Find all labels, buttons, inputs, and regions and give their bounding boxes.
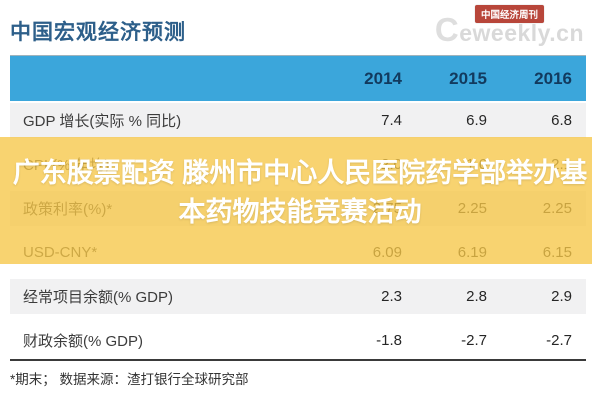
column-year-2015: 2015 (449, 68, 487, 88)
table-row: 财政余额(% GDP) -1.8 -2.7 -2.7 (10, 323, 586, 358)
column-year-2014: 2014 (364, 68, 402, 88)
cell-value: 2.9 (551, 288, 572, 305)
ceweekly-logo-rest: eweekly.cn (459, 20, 584, 46)
page-title: 中国宏观经济预测 (10, 21, 186, 44)
cell-value: -1.8 (376, 332, 402, 349)
row-label: 经常项目余额(% GDP) (23, 289, 174, 306)
row-label: 财政余额(% GDP) (23, 333, 144, 350)
table-row: 经常项目余额(% GDP) 2.3 2.8 2.9 (10, 279, 586, 314)
ceweekly-logo: Ceweekly.cn 中国经济周刊 (418, 2, 588, 48)
seo-overlay-line-2: 本药物技能竞赛活动 (178, 197, 422, 227)
row-label: GDP 增长(实际 % 同比) (23, 113, 182, 130)
seo-overlay-line-1: 广东股票配资 滕州市中心人民医院药学部举办基 (12, 158, 588, 188)
cell-value: 6.9 (466, 112, 487, 129)
cell-value: 2.3 (381, 288, 402, 305)
column-year-2016: 2016 (534, 68, 572, 88)
cell-value: 2.8 (466, 288, 487, 305)
ceweekly-logo-letter-c: C (434, 11, 460, 48)
footer-rule (10, 359, 586, 361)
china-economic-weekly-badge: 中国经济周刊 (474, 5, 544, 23)
yellow-highlight-overlay (0, 137, 592, 264)
ceweekly-watermark-text: Ceweekly.cn (435, 11, 584, 49)
cell-value: -2.7 (546, 332, 572, 349)
cell-value: 6.8 (551, 112, 572, 129)
seo-overlay-text: 广东股票配资 滕州市中心人民医院药学部举办基 本药物技能竞赛活动 (0, 154, 600, 232)
source-footnote: *期末； 数据来源：渣打银行全球研究部 (10, 372, 249, 387)
cell-value: -2.7 (461, 332, 487, 349)
table-row: GDP 增长(实际 % 同比) 7.4 6.9 6.8 (10, 103, 586, 138)
cell-value: 7.4 (381, 112, 402, 129)
table-column-header: 2014 2015 2016 (10, 55, 586, 101)
